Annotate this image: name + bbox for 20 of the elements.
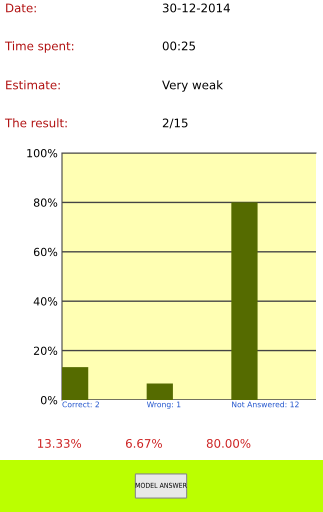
text: The result: — [4, 118, 67, 128]
y-tick-label: 0% — [40, 396, 58, 404]
text: 00:25 — [162, 41, 195, 50]
bar — [231, 202, 258, 400]
text: Very weak — [162, 80, 223, 92]
y-tick-label: 40% — [34, 297, 58, 306]
text: Time spent: — [4, 41, 74, 53]
data-label: 13.33% — [38, 438, 82, 448]
bar — [146, 384, 173, 400]
data-label: 80.00% — [206, 438, 250, 448]
text: 2/15 — [162, 118, 188, 128]
text: Date: — [6, 4, 36, 12]
bar — [62, 367, 88, 400]
data-label: 6.67% — [126, 438, 162, 448]
y-tick-label: 100% — [27, 148, 58, 158]
y-tick-label: 60% — [34, 248, 58, 256]
text: Estimate: — [6, 80, 60, 90]
y-tick-label: 20% — [34, 346, 58, 355]
text: 30-12-2014 — [162, 3, 230, 12]
y-tick-label: 80% — [34, 198, 58, 207]
